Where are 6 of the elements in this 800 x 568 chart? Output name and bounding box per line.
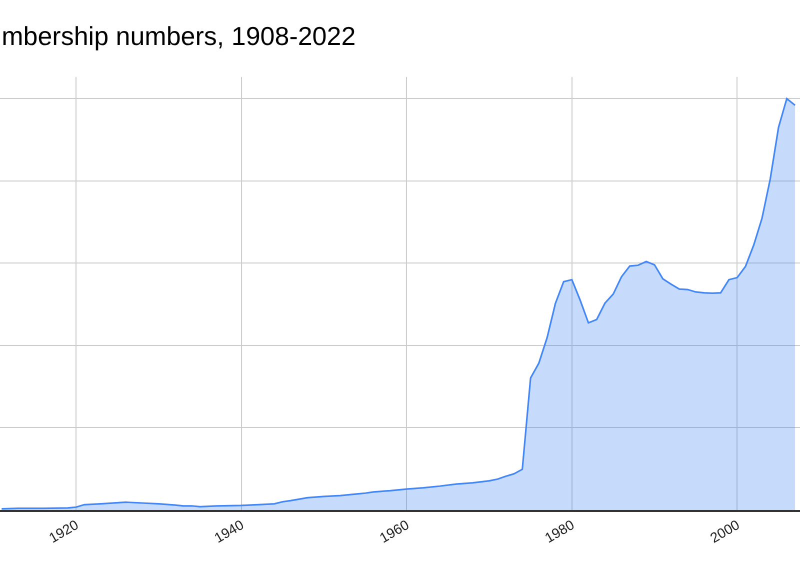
x-tick-label: 1980: [542, 516, 578, 546]
x-tick-label: 1940: [211, 516, 246, 546]
x-tick-label: 1920: [46, 516, 82, 546]
x-tick-label: 2000: [707, 516, 742, 546]
x-tick-label: 1960: [376, 516, 412, 546]
chart-title: mbership numbers, 1908-2022: [2, 21, 356, 52]
